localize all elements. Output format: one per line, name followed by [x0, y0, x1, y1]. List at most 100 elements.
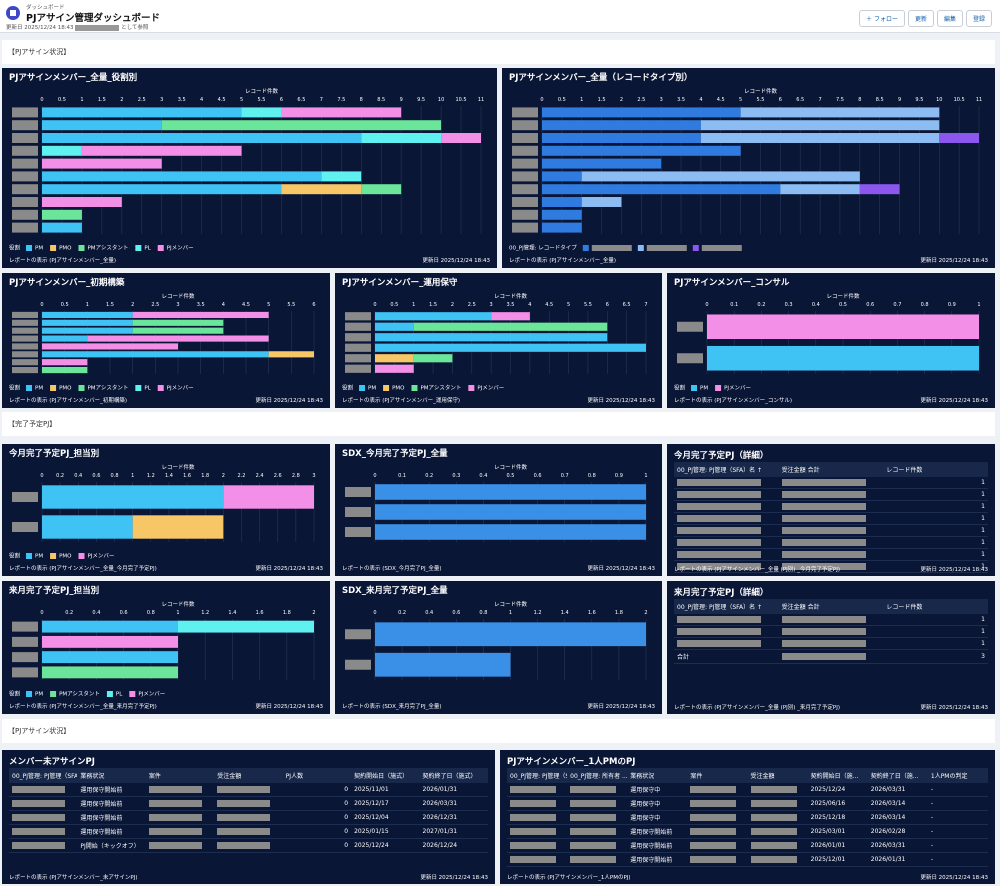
x-tick-label: 6 [312, 302, 315, 308]
cell: 0 [282, 838, 352, 853]
table-row: PJ開始（キックオフ） 0 2025/12/24 2026/12/24 [9, 838, 488, 853]
redacted [677, 479, 761, 486]
button-group: ＋ フォロー 更新 編集 登録 [856, 6, 992, 27]
x-tick-label: 5.5 [258, 97, 266, 103]
section-header: 【完了予定PJ】 [2, 412, 995, 436]
cell: 2025/01/15 [351, 824, 420, 839]
section-header: 【PJアサイン状況】 [2, 40, 995, 64]
legend-swatch [78, 385, 85, 391]
redacted [677, 616, 761, 623]
header-button[interactable]: 更新 [907, 10, 934, 27]
x-tick-label: 10.5 [455, 97, 466, 103]
cell [747, 810, 808, 825]
cell: - [927, 838, 988, 853]
redacted [781, 479, 866, 486]
x-tick-label: 0.3 [785, 302, 793, 308]
cell: 2025/11/01 [351, 783, 420, 797]
legend-title: 役割 [342, 384, 354, 392]
x-tick-label: 4.5 [717, 97, 725, 103]
redacted [570, 842, 617, 849]
x-tick-label: 0.4 [92, 610, 100, 616]
chart-title: 来月完了予定PJ_担当別 [8, 585, 99, 596]
bar-segment [42, 635, 178, 648]
x-tick-label: 0.6 [866, 302, 874, 308]
footer-updated: 更新日 2025/12/24 18:43 [255, 702, 323, 710]
legend-title: 役割 [9, 690, 21, 698]
cell [674, 488, 779, 501]
bar-segment [42, 120, 162, 131]
x-tick-label: 0.2 [398, 610, 406, 616]
bar-segment [42, 107, 242, 118]
cell: PJ開始（キックオフ） [77, 838, 146, 853]
cell: 1 [883, 637, 988, 650]
cell [9, 838, 78, 853]
redacted [12, 786, 66, 793]
bar-segment [375, 364, 414, 373]
header-button[interactable]: 登録 [965, 10, 992, 27]
legend-label: PL [144, 386, 151, 392]
bar-segment [740, 107, 940, 118]
column-header: 1人PMの判定 [927, 768, 988, 783]
cell [9, 810, 78, 825]
cell: 1 [883, 548, 988, 561]
bar-segment [375, 322, 414, 331]
legend-swatch [26, 245, 33, 251]
column-header: 業務状況 [77, 768, 146, 783]
table-row: 1 [674, 637, 988, 650]
redacted [217, 814, 271, 821]
bar-segment [161, 120, 442, 131]
cell [674, 500, 779, 513]
footer-updated: 更新日 2025/12/24 18:43 [587, 702, 655, 710]
bar-segment [132, 327, 224, 334]
cell [778, 637, 884, 650]
column-header: 受注金額 合計 [778, 599, 884, 614]
legend-swatch [383, 385, 390, 391]
x-tick-label: 11 [976, 97, 982, 103]
bar-segment [375, 524, 646, 540]
redacted [217, 842, 271, 849]
category-label-redacted [345, 312, 371, 321]
chart-title: PJアサインメンバー_運用保守 [342, 277, 458, 288]
cell [567, 852, 628, 867]
x-tick-label: 1 [509, 610, 512, 616]
cell [507, 838, 568, 853]
x-tick-label: 1.4 [228, 610, 236, 616]
cell [687, 796, 748, 811]
section-header: 【PJアサイン状況】 [2, 719, 995, 743]
cell: 2025/12/17 [351, 796, 420, 811]
x-tick-label: 8.5 [876, 97, 884, 103]
legend-swatch [50, 245, 57, 251]
header-button[interactable]: 編集 [936, 10, 963, 27]
footer-updated: 更新日 2025/12/24 18:43 [920, 256, 988, 264]
category-label-redacted [12, 133, 38, 143]
category-label-redacted [345, 333, 371, 342]
cell [778, 649, 884, 664]
cell [778, 548, 884, 561]
table-title: PJアサインメンバー_1人PMのPJ [507, 757, 636, 767]
category-label-redacted [12, 107, 38, 118]
x-tick-label: 5 [567, 302, 570, 308]
x-tick-label: 3 [160, 97, 163, 103]
redacted [781, 491, 866, 498]
cell [687, 852, 748, 867]
x-tick-label: 5.5 [584, 302, 592, 308]
cell [567, 810, 628, 825]
x-tick-label: 2 [120, 97, 123, 103]
x-tick-label: 0.2 [425, 473, 433, 479]
cell: 2025/12/04 [351, 810, 420, 825]
legend-label: PM [35, 386, 43, 392]
x-tick-label: 6.5 [297, 97, 305, 103]
redacted [690, 814, 737, 821]
header-button[interactable]: ＋ フォロー [859, 10, 905, 27]
bar-segment [42, 515, 133, 539]
category-label-redacted [512, 107, 538, 118]
cell: 2025/12/24 [351, 838, 420, 853]
x-tick-label: 1 [131, 473, 134, 479]
chart-title: SDX_来月完了予定PJ_全量 [342, 585, 448, 596]
legend-swatch [359, 385, 366, 391]
x-tick-label: 6.5 [623, 302, 631, 308]
x-tick-label: 1.8 [201, 473, 209, 479]
data-table: 00_PJ管理: PJ管理（SFA）名 ↑00_PJ管理: 所有者 ...業務状… [507, 768, 988, 867]
footer-updated: 更新日 2025/12/24 18:43 [920, 875, 988, 881]
